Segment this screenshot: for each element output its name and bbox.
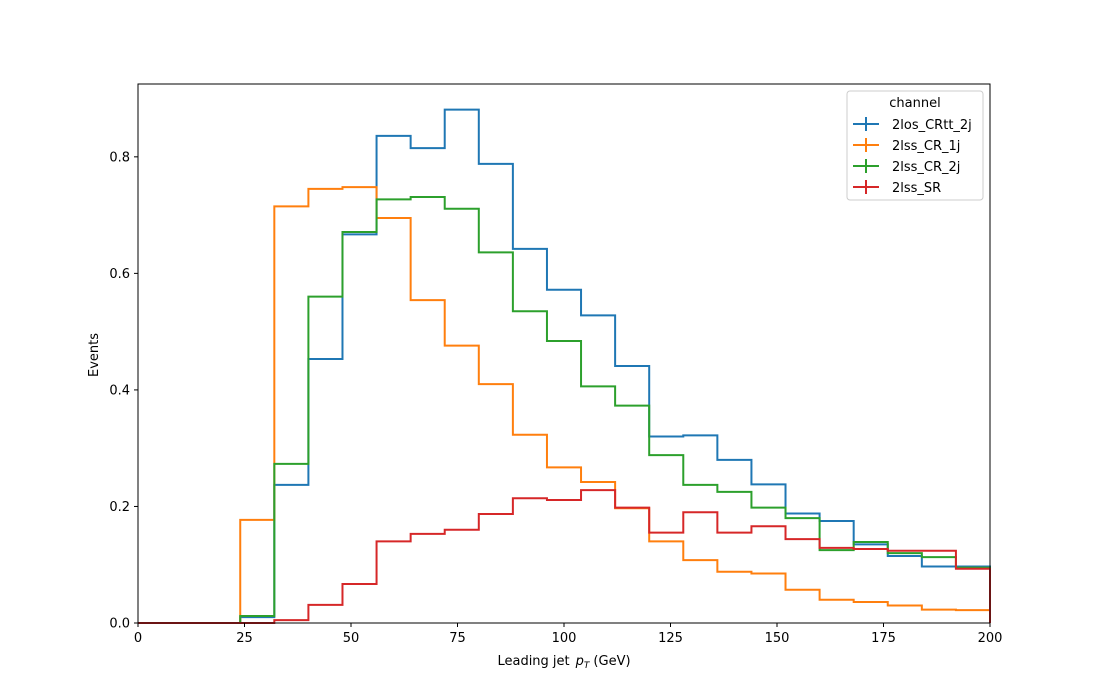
- x-tick-label: 200: [978, 631, 1003, 646]
- legend-label: 2los_CRtt_2j: [892, 118, 972, 133]
- y-axis-label: Events: [87, 333, 102, 377]
- legend-title: channel: [889, 96, 940, 111]
- x-tick-label: 75: [449, 631, 466, 646]
- legend-label: 2lss_SR: [892, 181, 941, 196]
- y-tick-label: 0.4: [109, 383, 130, 398]
- legend: channel 2los_CRtt_2j 2lss_CR_1j 2lss_CR_2j…: [846, 90, 984, 201]
- x-tick-label: 100: [552, 631, 577, 646]
- series-layer: [138, 108, 991, 624]
- series-2lss_CR_2j-step-line: [138, 196, 991, 624]
- y-ticks: 0.0 0.2 0.4 0.6 0.8: [109, 150, 138, 632]
- series-2lss_CR_1j-step-line: [138, 186, 991, 624]
- x-tick-label: 175: [871, 631, 896, 646]
- x-tick-label: 125: [658, 631, 683, 646]
- legend-box: [846, 90, 984, 201]
- legend-entry: 2los_CRtt_2j: [853, 117, 972, 133]
- x-tick-label: 0: [134, 631, 142, 646]
- x-tick-label: 25: [236, 631, 253, 646]
- y-tick-label: 0.6: [109, 267, 130, 282]
- x-ticks: 0 25 50 75 100 125 150 175 200: [134, 623, 1003, 646]
- legend-entry: 2lss_CR_1j: [853, 138, 960, 154]
- legend-label: 2lss_CR_1j: [892, 139, 960, 154]
- y-tick-label: 0.2: [109, 500, 130, 515]
- legend-entries: 2los_CRtt_2j 2lss_CR_1j 2lss_CR_2j 2lss_SR: [853, 117, 972, 196]
- legend-entry: 2lss_CR_2j: [853, 159, 960, 175]
- y-tick-label: 0.0: [109, 617, 130, 632]
- x-axis-label: Leading jet pT (GeV): [497, 654, 630, 671]
- legend-entry: 2lss_SR: [853, 180, 941, 196]
- x-tick-label: 150: [765, 631, 790, 646]
- x-tick-label: 50: [343, 631, 360, 646]
- series-2lss_SR-step-line: [138, 489, 991, 624]
- legend-label: 2lss_CR_2j: [892, 160, 960, 175]
- y-tick-label: 0.8: [109, 150, 130, 165]
